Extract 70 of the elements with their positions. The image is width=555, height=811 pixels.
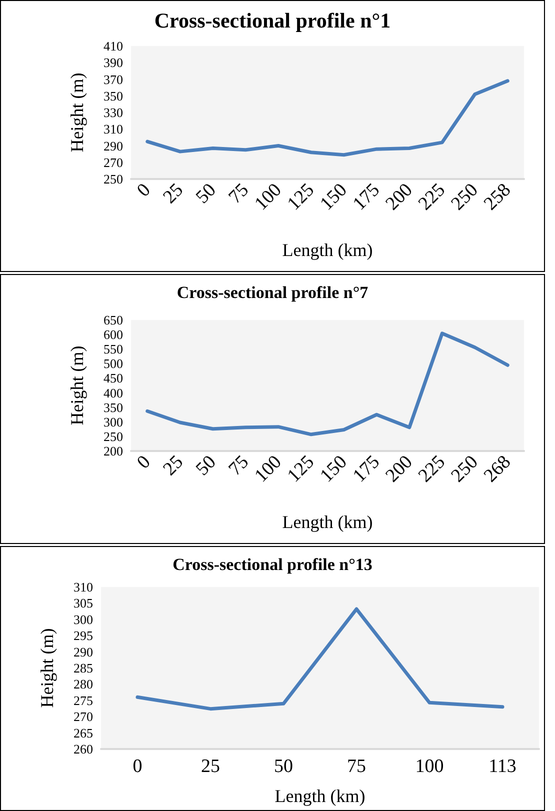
chart-title: Cross-sectional profile n°13	[172, 555, 372, 574]
x-tick-label: 125	[284, 180, 319, 215]
x-tick-label: 50	[192, 452, 220, 480]
x-tick-label: 75	[347, 756, 366, 777]
x-tick-label: 50	[274, 756, 293, 777]
line-series	[146, 332, 510, 436]
x-tick-label: 250	[447, 452, 482, 487]
x-tick-label: 250	[447, 180, 482, 215]
y-tick-label: 300	[74, 612, 93, 627]
x-axis-title: Length (km)	[274, 786, 366, 806]
x-tick-label: 0	[133, 180, 155, 202]
chart-title: Cross-sectional profile n°7	[176, 283, 369, 302]
y-tick-label: 270	[104, 154, 123, 170]
x-tick-label: 225	[414, 452, 450, 487]
y-axis-title: Height (m)	[67, 72, 87, 152]
y-tick-label: 290	[74, 644, 93, 660]
x-tick-label: 25	[159, 180, 188, 208]
x-tick-label: 200	[382, 452, 417, 487]
x-tick-label: 175	[349, 180, 384, 215]
y-tick-label: 350	[104, 88, 123, 104]
y-tick-label: 305	[74, 596, 93, 611]
y-tick-label: 260	[74, 742, 93, 756]
x-tick-label: 50	[192, 180, 220, 208]
y-tick-label: 290	[104, 138, 123, 154]
y-tick-label: 310	[104, 122, 123, 137]
y-tick-label: 300	[104, 414, 123, 430]
x-tick-label: 175	[349, 452, 384, 487]
x-tick-label: 125	[284, 452, 319, 487]
y-tick-label: 285	[74, 660, 93, 676]
y-tick-label: 390	[104, 55, 123, 70]
y-tick-label: 350	[104, 400, 123, 415]
x-tick-label: 150	[316, 452, 352, 487]
x-tick-label: 150	[316, 180, 352, 215]
x-tick-label: 268	[480, 452, 516, 487]
x-tick-label: 200	[382, 180, 417, 215]
chart-title: Cross-sectional profile n°1	[154, 8, 391, 32]
x-tick-label: 113	[488, 756, 516, 777]
x-tick-label: 0	[133, 452, 155, 474]
x-tick-label: 25	[159, 452, 188, 480]
y-tick-label: 275	[74, 692, 93, 708]
y-tick-label: 265	[74, 725, 93, 740]
y-tick-label: 400	[104, 385, 123, 400]
y-axis-title: Height (m)	[37, 628, 57, 708]
x-tick-label: 75	[224, 452, 254, 480]
x-tick-label: 100	[415, 756, 444, 777]
y-tick-label: 550	[104, 342, 123, 357]
line-series	[136, 607, 504, 711]
y-tick-label: 450	[104, 370, 123, 386]
y-axis-title: Height (m)	[67, 346, 87, 426]
x-tick-label: 0	[132, 756, 142, 777]
x-tick-label: 100	[250, 452, 286, 487]
x-tick-label: 75	[224, 180, 254, 208]
y-tick-label: 280	[74, 676, 93, 692]
x-tick-label: 25	[201, 756, 220, 777]
y-tick-label: 270	[74, 709, 93, 724]
x-tick-label: 225	[414, 180, 450, 215]
x-tick-label: 258	[480, 180, 516, 215]
y-tick-label: 370	[104, 72, 123, 87]
x-axis-title: Length (km)	[282, 512, 373, 532]
x-axis-title: Length (km)	[282, 240, 373, 260]
y-tick-label: 330	[104, 105, 123, 120]
y-tick-label: 500	[104, 356, 123, 372]
y-tick-label: 650	[104, 312, 123, 328]
y-tick-label: 410	[104, 38, 123, 54]
y-tick-label: 295	[74, 628, 93, 644]
line-series	[146, 79, 510, 157]
x-tick-label: 100	[250, 180, 286, 215]
y-tick-label: 310	[74, 580, 93, 594]
y-tick-label: 250	[104, 428, 123, 444]
y-tick-label: 600	[104, 327, 123, 342]
